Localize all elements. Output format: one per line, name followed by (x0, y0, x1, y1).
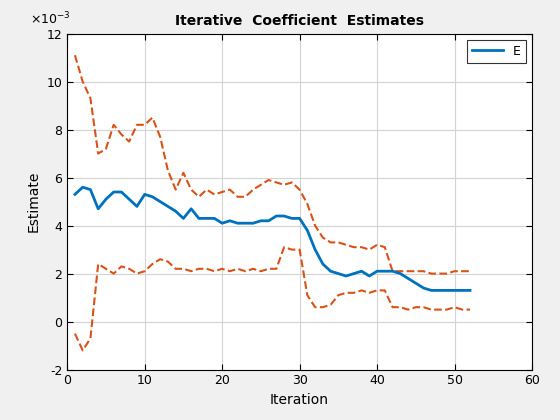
Line: E: E (75, 187, 470, 290)
Text: $\times10^{-3}$: $\times10^{-3}$ (30, 10, 71, 27)
E (219, 220, 226, 226)
E (80, 185, 86, 190)
E (110, 189, 117, 194)
E (466, 288, 473, 293)
E (428, 288, 435, 293)
E (335, 271, 342, 276)
E (265, 218, 272, 223)
X-axis label: Iteration: Iteration (270, 393, 329, 407)
Y-axis label: Estimate: Estimate (27, 171, 41, 232)
Legend: E: E (466, 40, 526, 63)
E (72, 192, 78, 197)
E (288, 216, 295, 221)
Title: Iterative  Coefficient  Estimates: Iterative Coefficient Estimates (175, 14, 424, 28)
E (319, 262, 326, 267)
